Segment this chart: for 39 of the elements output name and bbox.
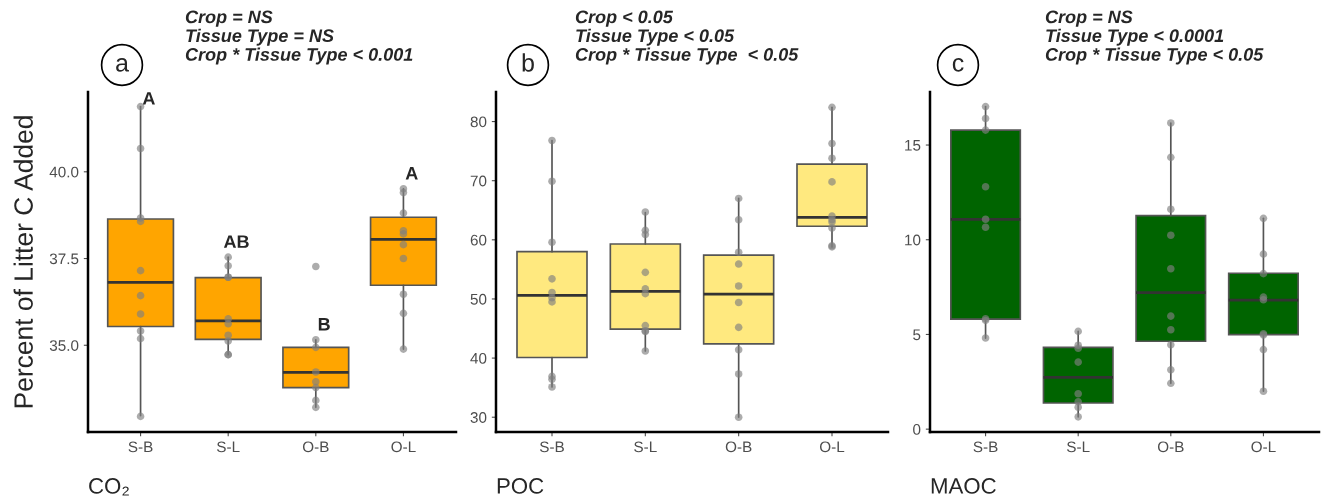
y-tick-label: 15	[905, 140, 921, 151]
y-tick-label: 10	[905, 234, 921, 246]
y-tick-label: 40	[470, 352, 487, 364]
x-tick-label: O-B	[1157, 441, 1184, 453]
y-tick-label: 60	[470, 234, 487, 246]
chart-title: b	[522, 53, 534, 72]
y-tick-label: 80	[470, 116, 487, 128]
annotation: A	[405, 167, 418, 180]
chart-title: a	[116, 58, 129, 72]
annotation: B	[318, 317, 330, 331]
x-tick-label: S-L	[1067, 441, 1090, 453]
x-axis-title: MAOC	[931, 478, 996, 494]
x-tick-label: S-B	[973, 441, 998, 453]
annotation: AB	[223, 235, 249, 248]
annotation: A	[142, 92, 155, 105]
text: Crop = NS Tissue Type < 0.0001 Crop * Tissue Type < 0.05	[1045, 10, 1264, 65]
x-tick-label: O-L	[391, 441, 416, 453]
x-tick-label: O-B	[725, 441, 752, 453]
x-tick-label: O-L	[819, 441, 845, 453]
y-axis-title: Percent of Litter C Added	[13, 116, 33, 408]
x-tick-label: S-L	[634, 441, 657, 453]
x-axis-title: CO₂	[89, 478, 129, 496]
y-tick-label: 40.0	[49, 166, 79, 178]
y-tick-label: 50	[470, 293, 487, 305]
chart-title: c	[952, 58, 964, 72]
x-tick-label: S-B	[128, 441, 153, 453]
y-tick-label: 5	[913, 329, 921, 341]
y-tick-label: 0	[913, 424, 921, 435]
x-axis-title: POC	[497, 478, 544, 494]
x-tick-label: O-L	[1251, 441, 1276, 453]
text: Crop < 0.05 Tissue Type < 0.05 Crop * Tissue Type < 0.05	[575, 10, 799, 65]
y-tick-label: 37.5	[49, 253, 79, 265]
x-tick-label: O-B	[302, 441, 329, 453]
y-tick-label: 70	[470, 175, 487, 187]
x-tick-label: S-L	[217, 441, 240, 453]
text: Crop = NS Tissue Type = NS Crop * Tissue Type < 0.001	[185, 10, 413, 65]
x-tick-label: S-B	[539, 441, 564, 453]
y-tick-label: 30	[470, 412, 487, 423]
y-tick-label: 35.0	[49, 340, 79, 351]
